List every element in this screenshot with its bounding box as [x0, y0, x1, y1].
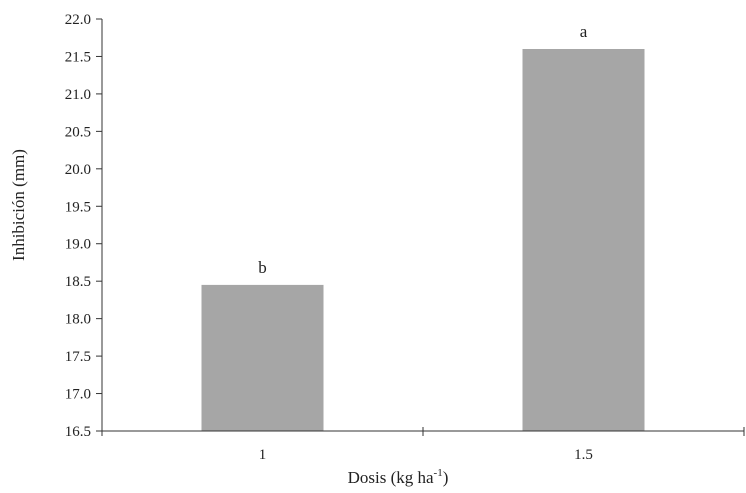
x-axis-title-superscript: -1	[434, 467, 443, 479]
bar-label-1: b	[258, 258, 267, 277]
y-tick-label-3: 17.5	[65, 349, 91, 365]
y-tick-label-7: 19.5	[65, 199, 91, 215]
y-tick-label-2: 17.0	[65, 387, 91, 403]
x-tick-label-1: 1	[259, 447, 267, 463]
y-tick-label-6: 19.0	[65, 237, 91, 253]
y-tick-label-1: 16.5	[65, 424, 91, 440]
y-tick-label-5: 18.5	[65, 274, 91, 290]
y-tick-label-11: 21.5	[65, 49, 91, 65]
y-tick-label-12: 22.0	[65, 12, 91, 28]
chart-marks: ba	[202, 22, 645, 431]
y-tick-label-4: 18.0	[65, 312, 91, 328]
bar-2	[523, 49, 645, 431]
y-tick-label-9: 20.5	[65, 124, 91, 140]
y-tick-label-10: 21.0	[65, 87, 91, 103]
x-axis-title: Dosis (kg ha-1)	[348, 467, 449, 487]
y-tick-label-8: 20.0	[65, 162, 91, 178]
x-axis-title-text: Dosis (kg ha	[348, 468, 434, 487]
x-tick-label-2: 1.5	[574, 447, 593, 463]
bar-1	[202, 285, 324, 431]
y-axis-title: Inhibición (mm)	[9, 149, 28, 261]
x-axis-title-suffix: )	[443, 468, 449, 487]
bar-label-2: a	[580, 22, 588, 41]
